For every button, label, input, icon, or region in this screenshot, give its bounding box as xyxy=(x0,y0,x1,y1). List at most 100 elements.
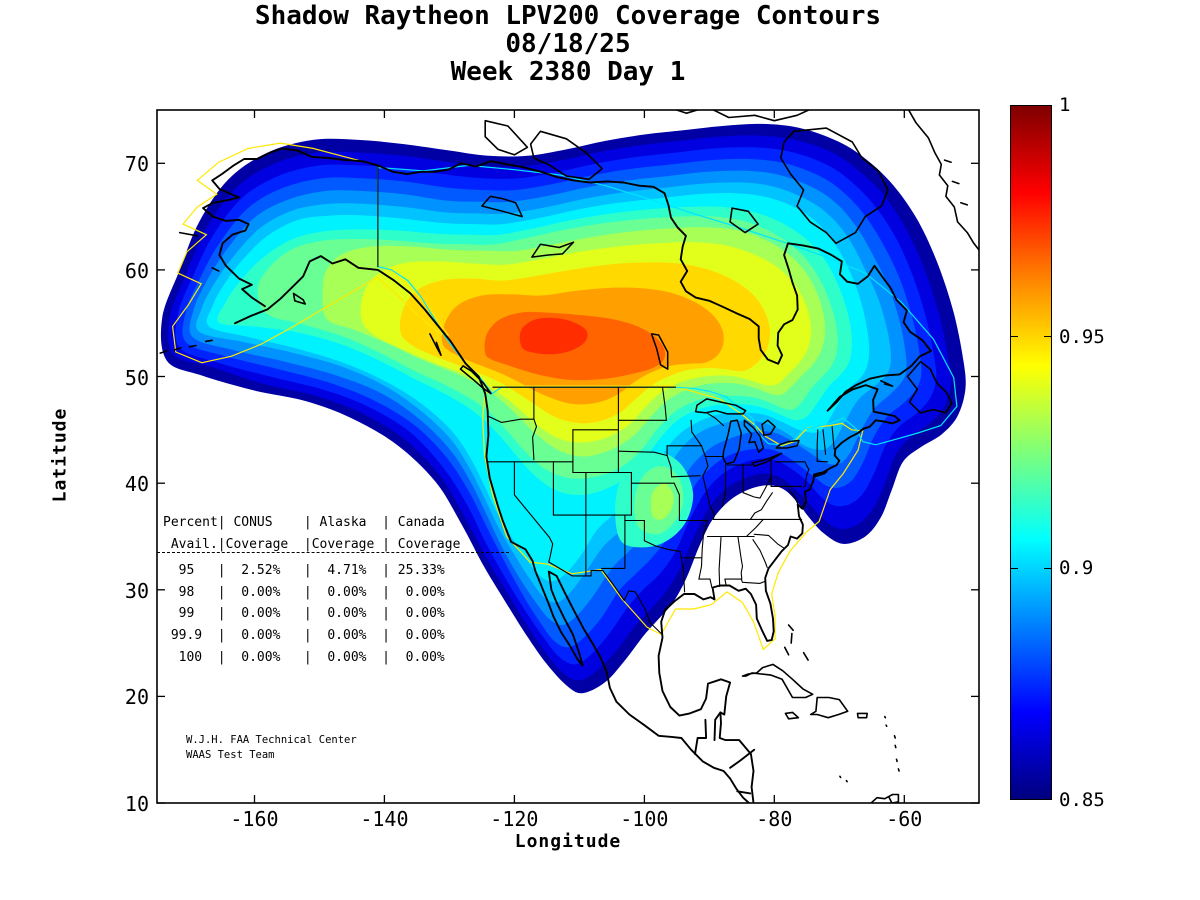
state-border-57 xyxy=(788,490,799,507)
credit-text: W.J.H. FAA Technical Center WAAS Test Tea… xyxy=(186,733,357,763)
island-greenland-fjord-3 xyxy=(960,202,969,206)
availability-table-rows: 95 | 2.52% | 4.71% | 25.33% 98 | 0.00% |… xyxy=(170,563,445,665)
colorbar xyxy=(1010,105,1052,800)
island-bahamas-4 xyxy=(790,632,793,644)
colorbar-label: 0.9 xyxy=(1059,557,1094,580)
lake-erie xyxy=(751,452,783,467)
colorbar-tick xyxy=(1010,335,1018,338)
island-hispaniola xyxy=(809,696,849,719)
island-long-island xyxy=(813,470,828,478)
colorbar-tick xyxy=(1010,567,1018,570)
x-tick-label: -160 xyxy=(230,807,279,831)
island-haida-gwaii xyxy=(429,333,442,356)
coastline-honduras-nicaragua-border xyxy=(729,748,756,769)
plot-frame xyxy=(156,109,980,804)
state-border-44 xyxy=(721,464,727,508)
island-antilles-4 xyxy=(893,735,896,739)
island-jamaica xyxy=(784,711,800,720)
title-line-3: Week 2380 Day 1 xyxy=(450,57,686,87)
island-aleutian-4 xyxy=(173,347,182,351)
island-bahamas-3 xyxy=(802,651,809,661)
title-line-1: Shadow Raytheon LPV200 Coverage Contours xyxy=(254,1,882,31)
state-border-53 xyxy=(816,460,829,463)
colorbar-label: 1 xyxy=(1059,94,1071,116)
y-tick-label: 70 xyxy=(124,152,149,177)
island-vancouver-island xyxy=(459,365,492,395)
state-border-27 xyxy=(709,578,713,589)
lake-ontario xyxy=(775,439,800,449)
geography xyxy=(159,110,979,803)
state-border-5 xyxy=(513,461,554,563)
island-southampton-island xyxy=(729,207,759,234)
state-border-50 xyxy=(775,461,810,470)
state-border-56 xyxy=(749,492,773,520)
state-border-15 xyxy=(617,450,667,456)
state-border-22 xyxy=(643,540,681,552)
island-newfoundland xyxy=(906,360,953,414)
y-tick-label: 50 xyxy=(124,365,149,390)
island-trinidad-venezuela xyxy=(870,793,900,803)
state-border-3 xyxy=(532,418,538,461)
island-antilles-3 xyxy=(897,768,900,772)
y-tick-label: 10 xyxy=(124,792,149,816)
island-greenland-fjord-1 xyxy=(943,159,952,163)
island-cuba xyxy=(741,663,814,699)
colorbar-tick xyxy=(1044,567,1052,570)
state-border-59 xyxy=(752,539,768,568)
coastline-atlantic-arctic-coast xyxy=(202,147,932,803)
island-devon-coast xyxy=(674,110,700,114)
x-tick-label: -120 xyxy=(490,807,539,831)
state-border-25 xyxy=(698,519,708,580)
colorbar-tick xyxy=(1044,335,1052,338)
island-antilles-6 xyxy=(884,715,887,719)
y-tick-label: 30 xyxy=(124,578,149,603)
lake-michigan xyxy=(722,419,742,465)
island-greenland-west-coast xyxy=(907,110,979,252)
credit-line-1: W.J.H. FAA Technical Center xyxy=(186,734,357,746)
coastline-belize-guatemala-border xyxy=(713,711,722,742)
state-border-33 xyxy=(673,482,680,522)
island-banks-island xyxy=(484,119,529,156)
plot-title: Shadow Raytheon LPV200 Coverage Contours… xyxy=(157,2,979,86)
island-aleutian-3 xyxy=(159,350,168,354)
state-border-40 xyxy=(700,445,716,516)
colorbar-label: 0.85 xyxy=(1059,789,1105,811)
x-tick-label: -100 xyxy=(620,807,669,831)
island-puerto-rico xyxy=(856,712,868,719)
coastline-pacific-coast xyxy=(234,255,750,803)
x-tick-label: -60 xyxy=(886,807,923,831)
state-border-28 xyxy=(718,536,722,588)
state-border-43 xyxy=(706,412,725,427)
state-border-38 xyxy=(666,454,673,478)
title-line-2: 08/18/25 xyxy=(505,29,631,59)
state-border-52 xyxy=(816,429,819,462)
state-border-66 xyxy=(602,570,662,635)
lake-winnipeg xyxy=(650,333,669,370)
y-tick-label: 40 xyxy=(124,472,149,497)
state-border-65 xyxy=(548,561,604,577)
state-border-23 xyxy=(679,550,686,593)
state-border-34 xyxy=(671,475,701,478)
island-aleutian-1 xyxy=(188,344,197,348)
x-tick-label: -140 xyxy=(360,807,409,831)
state-border-51 xyxy=(803,468,810,488)
coastline-nicaragua-costa-rica-border xyxy=(736,790,752,795)
credit-line-2: WAAS Test Team xyxy=(186,749,275,761)
y-tick-label: 60 xyxy=(124,258,149,283)
availability-table-header: Percent| CONUS | Alaska | Canada Avail.|… xyxy=(163,515,461,552)
island-nunivak-island xyxy=(211,267,220,272)
state-border-47 xyxy=(742,476,772,499)
state-border-54 xyxy=(822,429,827,455)
axis-ticks xyxy=(157,110,979,804)
state-border-62 xyxy=(724,578,727,587)
island-antilles-1 xyxy=(894,744,897,749)
island-aleutian-2 xyxy=(204,339,213,343)
x-axis-label: Longitude xyxy=(514,831,622,852)
island-kodiak-island xyxy=(292,292,306,305)
region-canada-outline xyxy=(377,164,958,446)
georgian-bay xyxy=(761,419,776,436)
island-ellesmere-coast xyxy=(711,110,811,122)
island-anticosti-island xyxy=(880,380,894,387)
